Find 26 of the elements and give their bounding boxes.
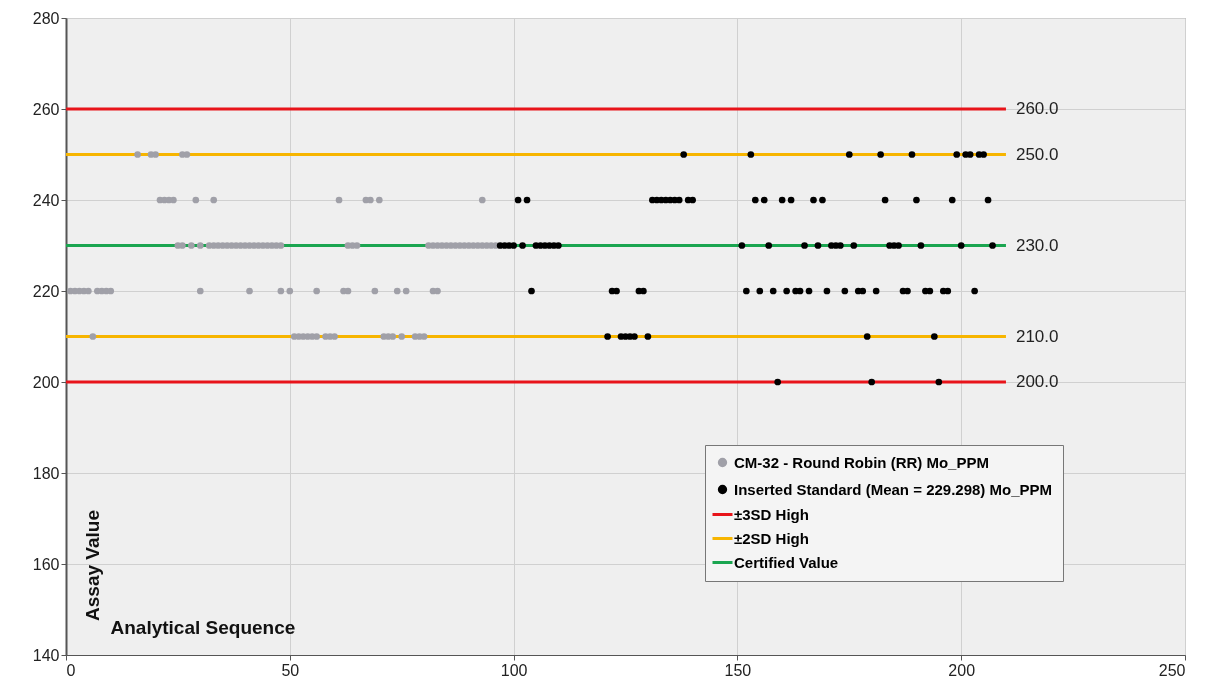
x-tick-label: 0 <box>66 661 76 679</box>
x-tick-label: 100 <box>500 661 528 679</box>
legend-label: Certified Value <box>734 553 839 571</box>
y-tick-label: 160 <box>32 555 60 573</box>
y-tick-label: 220 <box>32 282 60 300</box>
y-tick-label: 240 <box>32 191 60 209</box>
x-tick-label: 200 <box>948 661 976 679</box>
legend-label: CM-32 - Round Robin (RR) Mo_PPM <box>734 453 989 471</box>
y-axis-title: Assay Value <box>81 510 103 621</box>
legend-label: Inserted Standard (Mean = 229.298) Mo_PPM <box>734 480 1053 498</box>
y-tick-label: 260 <box>32 100 60 118</box>
y-tick-label: 200 <box>32 373 60 391</box>
legend-label: ±3SD High <box>734 505 809 523</box>
y-tick-label: 140 <box>32 646 60 664</box>
legend-label: ±2SD High <box>734 529 809 547</box>
data-label: 210.0 <box>1015 326 1059 346</box>
data-label: 200.0 <box>1015 372 1059 391</box>
data-label: 230.0 <box>1015 235 1059 255</box>
x-tick-label: 50 <box>281 661 300 679</box>
y-tick-label: 280 <box>32 9 60 27</box>
data-label: 260.0 <box>1015 99 1059 118</box>
x-axis-title: Analytical Sequence <box>110 616 296 638</box>
data-label: 250.0 <box>1015 144 1059 164</box>
x-tick-label: 250 <box>1158 661 1186 679</box>
y-tick-label: 180 <box>32 464 60 482</box>
x-tick-label: 150 <box>724 661 752 679</box>
